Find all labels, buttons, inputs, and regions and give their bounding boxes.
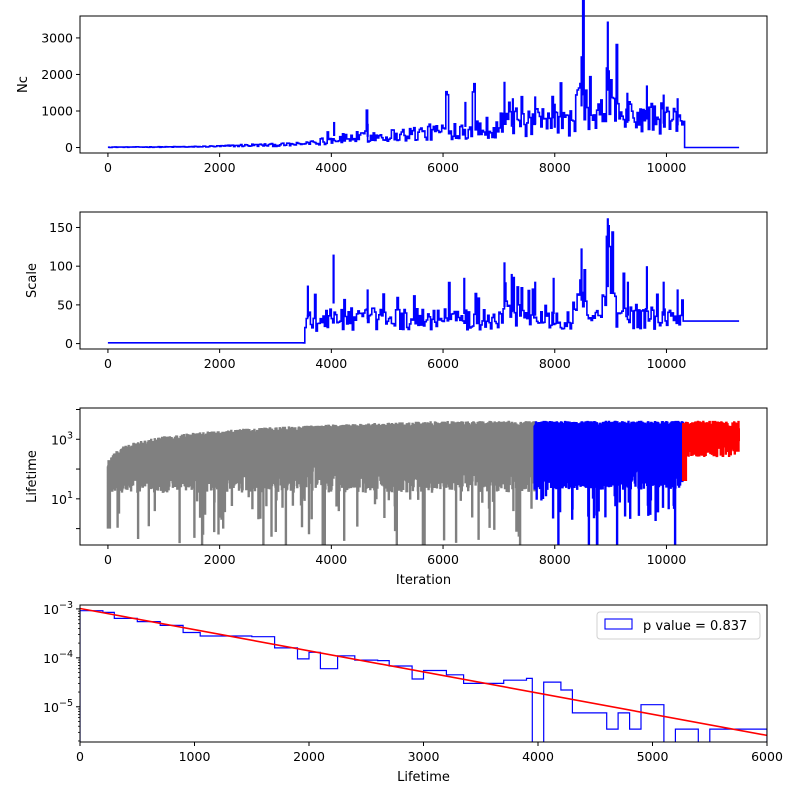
x-tick-label: 10000	[647, 356, 687, 371]
x-tick-label: 2000	[204, 356, 236, 371]
exponential-fit-line	[80, 607, 767, 737]
legend-swatch	[604, 618, 633, 630]
y-tick-label: 10−5	[43, 698, 73, 715]
x-tick-label: 2000	[293, 749, 325, 764]
lifetime-series-1	[533, 420, 685, 545]
legend-box	[596, 611, 761, 640]
x-tick-label: 8000	[539, 160, 571, 175]
x-tick-label: 10000	[647, 552, 687, 567]
x-tick-label: 4000	[522, 749, 554, 764]
y-axis-label: Nc	[16, 76, 31, 93]
y-tick-label: 101	[51, 490, 73, 507]
x-tick-label: 2000	[204, 160, 236, 175]
series-line	[107, 225, 740, 344]
y-tick-label: 100	[49, 259, 73, 274]
legend: p value = 0.837	[596, 611, 761, 640]
x-tick-label: 0	[104, 356, 112, 371]
y-tick-label: 150	[49, 220, 73, 235]
y-tick-label: 50	[57, 297, 73, 312]
x-tick-label: 0	[104, 160, 112, 175]
y-tick-label: 3000	[41, 30, 73, 45]
x-tick-label: 4000	[315, 552, 347, 567]
x-tick-label: 6000	[427, 552, 459, 567]
x-tick-label: 4000	[315, 160, 347, 175]
x-tick-label: 0	[104, 552, 112, 567]
x-tick-label: 5000	[637, 749, 669, 764]
x-axis-label: Iteration	[396, 573, 451, 588]
x-tick-label: 1000	[179, 749, 211, 764]
x-tick-label: 6000	[427, 356, 459, 371]
x-tick-label: 6000	[427, 160, 459, 175]
y-tick-label: 10−3	[43, 600, 73, 617]
panel-lifetime-histogram: 0 1000 2000 3000 4000 5000 6000 10−5 10−4 10−3 Lif…	[43, 600, 783, 785]
x-tick-label: 6000	[751, 749, 783, 764]
y-axis-label: Lifetime	[25, 450, 40, 503]
histogram-step	[80, 610, 767, 742]
x-tick-label: 8000	[539, 552, 571, 567]
panel-lifetime-trace: 0 2000 4000 6000 8000 10000 101 103 Lifetime Iter…	[25, 407, 768, 588]
axes-frame	[79, 407, 768, 546]
y-tick-label: 103	[51, 430, 73, 447]
x-tick-label: 2000	[204, 552, 236, 567]
lifetime-series-2	[682, 420, 740, 481]
x-tick-label: 3000	[408, 749, 440, 764]
x-tick-label: 8000	[539, 356, 571, 371]
y-tick-label: 0	[65, 140, 73, 155]
panel-nc: 0 2000 4000 6000 8000 10000 0 1000 2000 3000 Nc	[16, 0, 768, 175]
panel-scale: 0 2000 4000 6000 8000 10000 0 50 100 150 Scale	[25, 211, 768, 371]
x-tick-label: 0	[76, 749, 84, 764]
hist-layer	[80, 607, 767, 742]
y-axis-label: Scale	[25, 263, 40, 298]
axes-frame	[79, 15, 768, 154]
y-tick-label: 10−4	[43, 649, 73, 666]
y-tick-label: 2000	[41, 67, 73, 82]
x-tick-label: 4000	[315, 356, 347, 371]
y-tick-label: 0	[65, 336, 73, 351]
lifetime-series-0	[106, 420, 536, 545]
axes-frame	[79, 211, 768, 350]
legend-label: p value = 0.837	[643, 619, 747, 634]
y-tick-label: 1000	[41, 103, 73, 118]
x-tick-label: 10000	[647, 160, 687, 175]
trace-layer	[106, 420, 740, 545]
series-line	[107, 0, 740, 149]
x-axis-label: Lifetime	[397, 770, 450, 785]
